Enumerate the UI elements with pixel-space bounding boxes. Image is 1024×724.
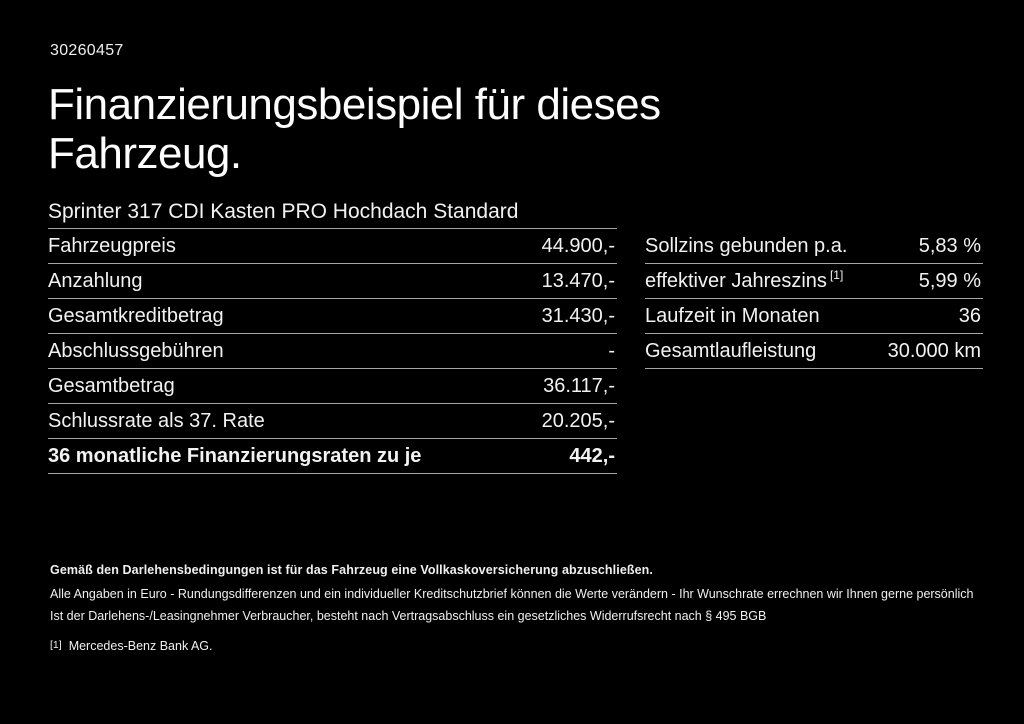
table-row-abschlussgebuehren: Abschlussgebühren - <box>48 334 617 369</box>
footnote-text: Mercedes-Benz Bank AG. <box>68 639 213 653</box>
footnote-ref: [1] <box>829 267 844 282</box>
page-title: Finanzierungsbeispiel für dieses Fahrzeug… <box>48 80 661 178</box>
row-label-text: effektiver Jahreszins <box>645 269 827 292</box>
row-value: - <box>608 339 615 362</box>
footnote-marker: [1] <box>50 639 62 651</box>
row-label: 36 monatliche Finanzierungsraten zu je <box>48 444 422 467</box>
row-value: 5,83 % <box>918 234 981 257</box>
row-label: Fahrzeugpreis <box>48 234 176 257</box>
legal-footer: Gemäß den Darlehensbedingungen ist für d… <box>50 563 1000 653</box>
row-label: Gesamtlaufleistung <box>645 340 819 363</box>
row-value: 44.900,- <box>541 234 615 257</box>
row-value: 30.000 km <box>887 339 981 362</box>
table-row-effektiver-jahreszins: effektiver Jahreszins [1] 5,99 % <box>645 264 983 299</box>
footnote: [1] Mercedes-Benz Bank AG. <box>50 639 1000 653</box>
row-value: 442,- <box>569 444 615 467</box>
table-top-spacer <box>645 196 983 229</box>
financing-table-right: Sollzins gebunden p.a. 5,83 % effektiver… <box>645 196 983 474</box>
financing-table-left: Sprinter 317 CDI Kasten PRO Hochdach Sta… <box>48 196 617 474</box>
withdrawal-right-note: Ist der Darlehens-/Leasingnehmer Verbrau… <box>50 609 767 623</box>
table-row-fahrzeugpreis: Fahrzeugpreis 44.900,- <box>48 229 617 264</box>
page-title-line1: Finanzierungsbeispiel für dieses <box>48 80 661 129</box>
table-row-schlussrate: Schlussrate als 37. Rate 20.205,- <box>48 404 617 439</box>
table-row-anzahlung: Anzahlung 13.470,- <box>48 264 617 299</box>
row-label: Sollzins gebunden p.a. <box>645 235 850 258</box>
disclaimer-line: Alle Angaben in Euro - Rundungsdifferenz… <box>50 587 974 601</box>
row-label: Gesamtkreditbetrag <box>48 304 224 327</box>
row-label: Anzahlung <box>48 269 143 292</box>
insurance-requirement-note: Gemäß den Darlehensbedingungen ist für d… <box>50 563 653 577</box>
table-row-monatsrate: 36 monatliche Finanzierungsraten zu je 4… <box>48 439 617 474</box>
row-label: Gesamtbetrag <box>48 374 175 397</box>
row-value: 31.430,- <box>541 304 615 327</box>
row-label-text: Laufzeit in Monaten <box>645 304 820 327</box>
table-row-gesamtlaufleistung: Gesamtlaufleistung 30.000 km <box>645 334 983 369</box>
table-row-sollzins: Sollzins gebunden p.a. 5,83 % <box>645 229 983 264</box>
row-value: 13.470,- <box>541 269 615 292</box>
row-label: Laufzeit in Monaten <box>645 305 823 328</box>
document-number: 30260457 <box>50 42 124 59</box>
row-value: 36.117,- <box>543 374 615 397</box>
table-row-laufzeit: Laufzeit in Monaten 36 <box>645 299 983 334</box>
row-value: 5,99 % <box>918 269 981 292</box>
vehicle-model-subtitle: Sprinter 317 CDI Kasten PRO Hochdach Sta… <box>48 196 617 229</box>
row-label-text: Gesamtlaufleistung <box>645 339 817 362</box>
page-title-line2: Fahrzeug. <box>48 129 242 178</box>
row-label-text: Sollzins gebunden p.a. <box>645 234 848 257</box>
row-value: 20.205,- <box>541 409 615 432</box>
row-label: Schlussrate als 37. Rate <box>48 409 265 432</box>
row-label: Abschlussgebühren <box>48 339 224 362</box>
row-label: effektiver Jahreszins [1] <box>645 267 844 293</box>
financing-tables: Sprinter 317 CDI Kasten PRO Hochdach Sta… <box>48 196 983 474</box>
table-row-gesamtbetrag: Gesamtbetrag 36.117,- <box>48 369 617 404</box>
table-row-gesamtkreditbetrag: Gesamtkreditbetrag 31.430,- <box>48 299 617 334</box>
row-value: 36 <box>958 304 981 327</box>
